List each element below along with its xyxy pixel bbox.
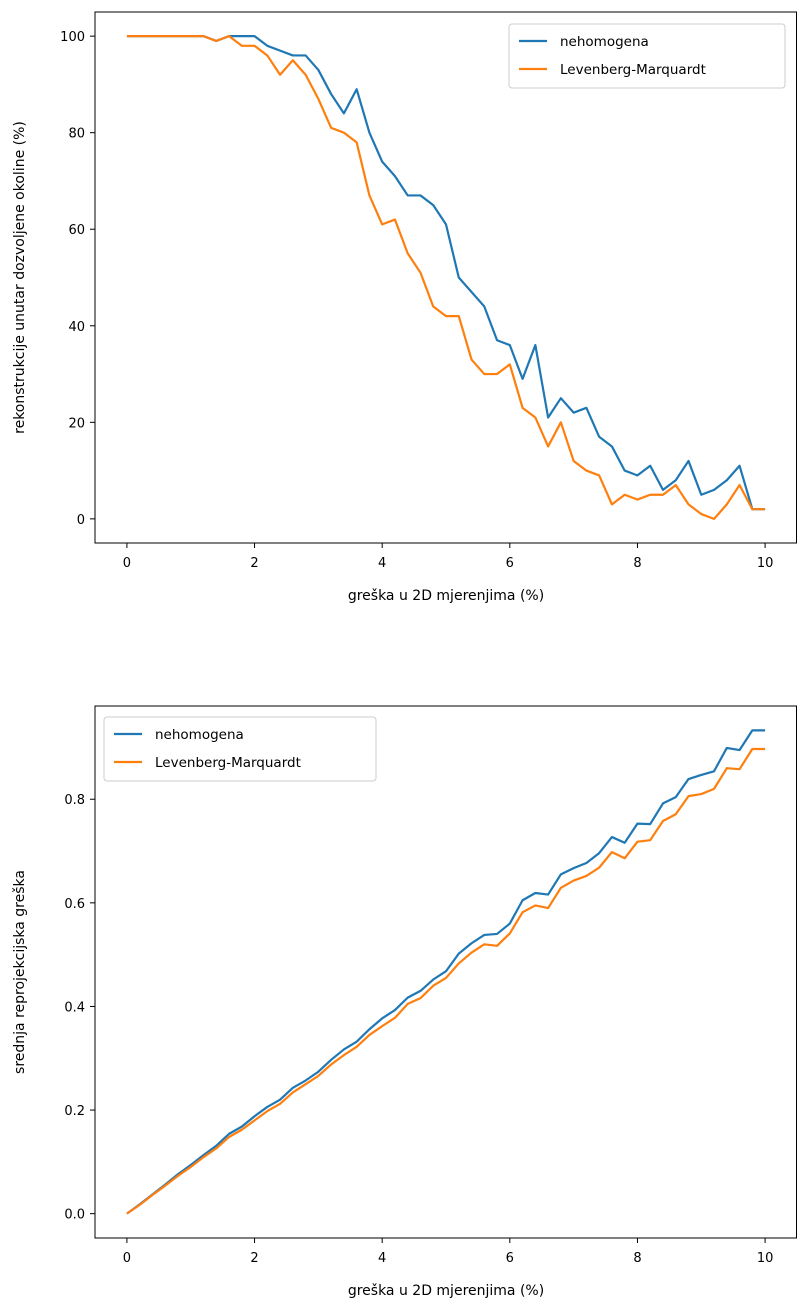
y-tick-label: 100	[60, 30, 85, 45]
axes-frame	[94, 11, 797, 544]
y-tick-label: 0.6	[64, 897, 85, 912]
x-tick-label: 10	[757, 1251, 774, 1266]
y-tick-label: 0.2	[64, 1104, 85, 1119]
x-tick-label: 8	[633, 556, 641, 571]
y-tick-label: 60	[68, 223, 85, 238]
chart-2: 0 2 4 6 8 10 0.0 0.2 0.4 0.6 0.8 greška u 2D mjeren…	[12, 705, 797, 1299]
x-tick-label: 2	[250, 556, 258, 571]
x-tick-label: 6	[506, 556, 514, 571]
y-tick-label: 0.8	[64, 793, 85, 808]
series-line-levenberg-marquardt	[126, 747, 766, 1215]
y-tick-label: 40	[68, 320, 85, 335]
legend-label-nehomogena: nehomogena	[155, 727, 244, 743]
x-tick-label: 4	[378, 556, 386, 571]
x-tick-label: 8	[633, 1251, 641, 1266]
legend-box	[103, 716, 377, 782]
x-tick-label: 0	[123, 1251, 131, 1266]
y-axis-label: srednja reprojekcijska greška	[12, 870, 28, 1074]
x-tick-label: 10	[757, 556, 774, 571]
y-tick-label: 0.0	[64, 1208, 85, 1223]
series-line-levenberg-marquardt	[126, 35, 766, 520]
x-tick-label: 6	[506, 1251, 514, 1266]
legend: nehomogena Levenberg-Marquardt	[103, 716, 377, 782]
y-tick-label: 0	[77, 513, 85, 528]
legend-box	[508, 23, 786, 89]
legend-label-levenberg-marquardt: Levenberg-Marquardt	[155, 755, 301, 771]
legend-label-nehomogena: nehomogena	[560, 34, 649, 50]
x-axis-label: greška u 2D mjerenjima (%)	[348, 588, 544, 604]
x-tick-label: 2	[250, 1251, 258, 1266]
x-axis-label: greška u 2D mjerenjima (%)	[348, 1283, 544, 1299]
series-line-nehomogena	[126, 35, 766, 511]
x-tick-label: 4	[378, 1251, 386, 1266]
legend: nehomogena Levenberg-Marquardt	[508, 23, 786, 89]
series-line-nehomogena	[126, 729, 766, 1215]
y-tick-label: 80	[68, 127, 85, 142]
legend-label-levenberg-marquardt: Levenberg-Marquardt	[560, 62, 706, 78]
y-axis-label: rekonstrukcije unutar dozvoljene okoline…	[12, 121, 28, 434]
x-tick-label: 0	[123, 556, 131, 571]
y-tick-label: 20	[68, 416, 85, 431]
y-tick-label: 0.4	[64, 1000, 85, 1015]
